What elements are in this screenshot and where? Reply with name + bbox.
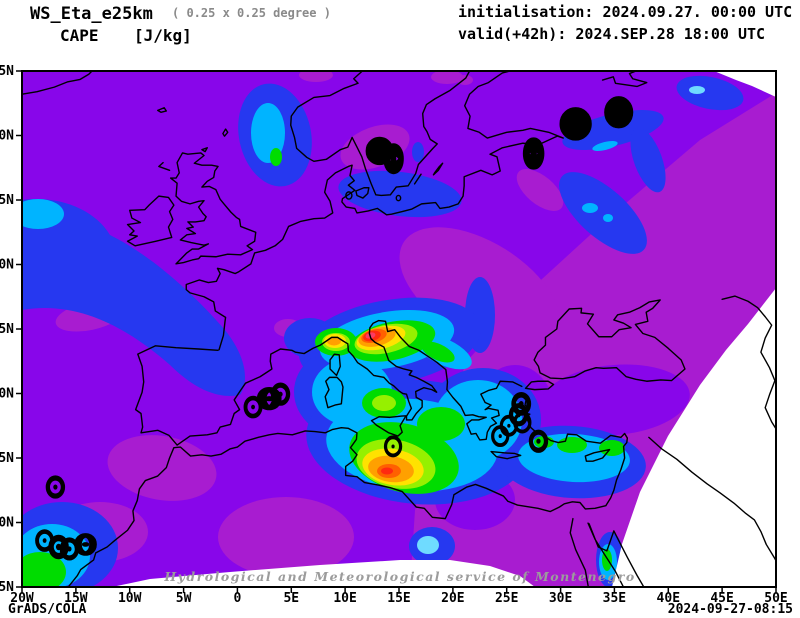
x-tick-label: 40E <box>657 591 680 606</box>
atlantic-islands <box>35 475 97 561</box>
grid-resolution: ( 0.25 x 0.25 degree ) <box>172 6 331 20</box>
x-tick-label: 50E <box>764 591 787 606</box>
island-funen <box>346 192 352 199</box>
x-tick-label: 10E <box>333 591 356 606</box>
river-nile <box>570 519 588 589</box>
model-title: WS_Eta_e25km <box>30 4 153 24</box>
y-tick-label: 50N <box>0 258 14 273</box>
x-tick-label: 45E <box>710 591 733 606</box>
y-tick-label: 65N <box>0 64 14 79</box>
coastline-great-britain <box>171 153 256 264</box>
x-tick-label: 5W <box>176 591 192 606</box>
coastline-black-sea <box>526 300 685 390</box>
x-tick-label: 10W <box>118 591 142 606</box>
x-tick-label: 35E <box>603 591 626 606</box>
no-data-cutouts <box>112 71 776 587</box>
variable-name: CAPE <box>60 26 99 45</box>
x-tick-label: 20W <box>10 591 34 606</box>
y-tick-label: 55N <box>0 193 14 208</box>
coastline-red-sea <box>588 523 645 588</box>
coastline-iberia-italy-greece <box>136 321 522 445</box>
valid-time: valid(+42h): 2024.SEP.28 18:00 UTC <box>458 25 765 43</box>
coastline-corsica-sardinia-sicily <box>325 354 406 436</box>
y-tick-label: 25N <box>0 580 14 595</box>
y-tick-label: 45N <box>0 322 14 337</box>
x-axis-labels: 20W 15W 10W 5W 0 5E 10E 15E 20E 25E 30E … <box>10 591 787 606</box>
initialisation-time: initialisation: 2024.09.27. 00:00 UTC <box>458 3 792 21</box>
cape-level-lightcyan <box>417 86 705 554</box>
y-tick-label: 35N <box>0 451 14 466</box>
x-tick-label: 0 <box>233 591 241 606</box>
watermark: Hydrological and Meteorological service … <box>163 569 635 584</box>
creation-timestamp: 2024-09-27-08:15 <box>668 602 793 617</box>
x-tick-label: 15E <box>387 591 410 606</box>
y-axis-labels: 65N 60N 55N 50N 45N 40N 35N 30N 25N <box>0 64 14 595</box>
x-tick-label: 30E <box>549 591 572 606</box>
axis-ticks <box>16 70 777 593</box>
coastlines <box>22 71 780 588</box>
rivers-mesopotamia-gulf <box>649 437 780 569</box>
x-tick-label: 25E <box>495 591 518 606</box>
coastline-faroe <box>158 108 167 113</box>
map-canvas <box>22 71 780 588</box>
y-tick-label: 40N <box>0 387 14 402</box>
coastline-denmark-islands <box>356 163 443 198</box>
variable-units: [J/kg] <box>134 26 192 45</box>
coastline-france-baltic <box>186 71 563 350</box>
coastline-shetland <box>159 129 228 170</box>
grads-credit: GrADS/COLA <box>8 602 86 617</box>
coastline-white-sea <box>603 71 647 86</box>
x-tick-label: 15W <box>64 591 88 606</box>
island-bornholm <box>396 195 400 200</box>
coastline-scandinavia <box>291 71 470 195</box>
y-tick-label: 30N <box>0 516 14 531</box>
coastline-ireland <box>128 196 174 246</box>
coastline-iceland <box>22 71 92 94</box>
x-tick-label: 20E <box>441 591 464 606</box>
y-tick-label: 60N <box>0 129 14 144</box>
coastline-crete-cyprus <box>491 450 609 462</box>
aegean-islands <box>491 391 549 453</box>
x-tick-label: 5E <box>283 591 299 606</box>
coastline-turkey-levant-africa <box>67 394 627 589</box>
coastline-caspian-volga <box>722 296 778 432</box>
